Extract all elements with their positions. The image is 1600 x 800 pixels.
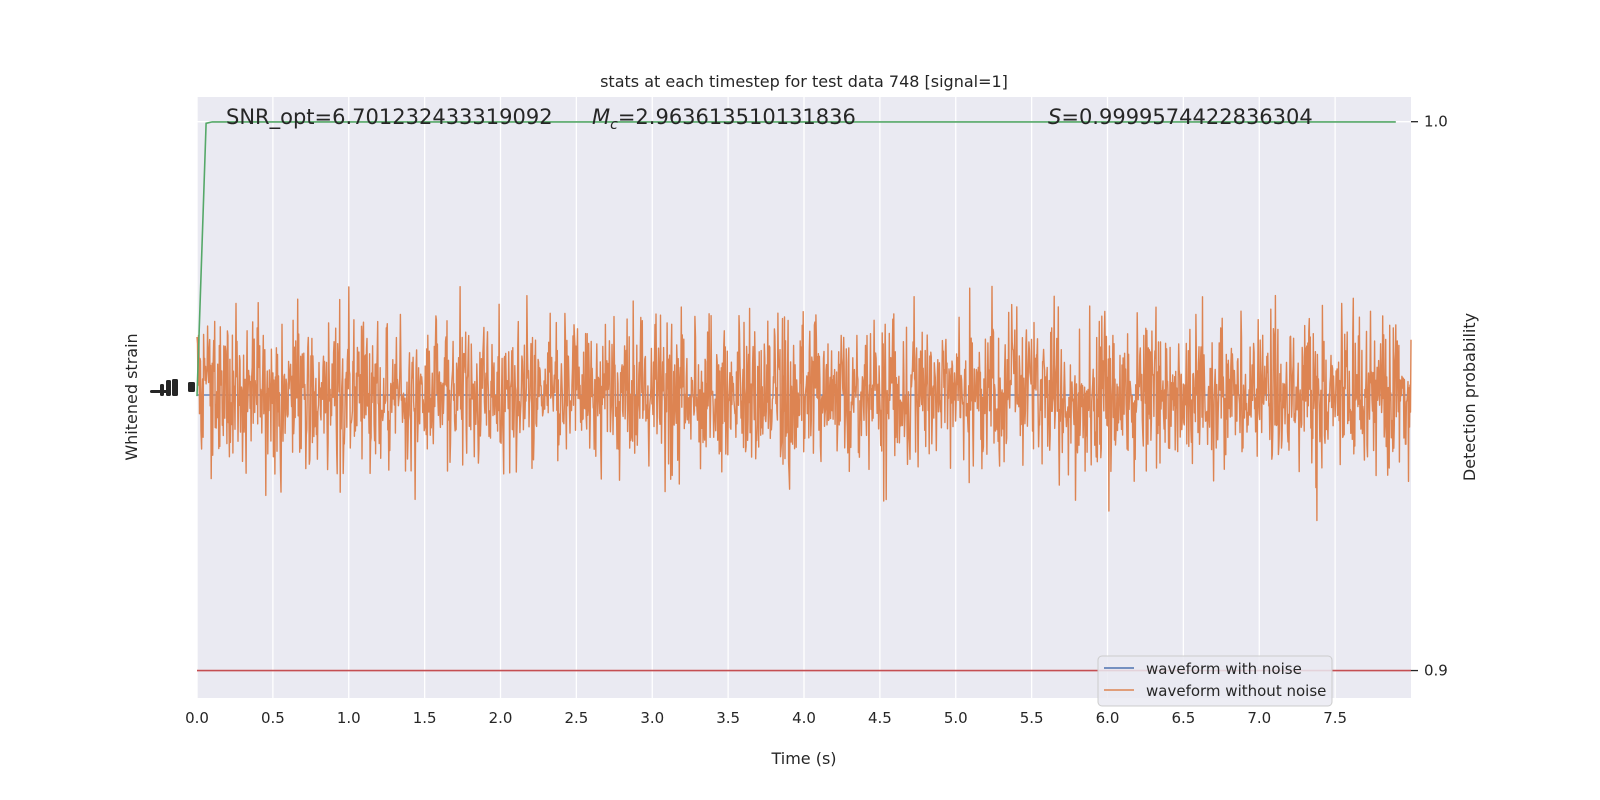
left-axis-label: Whitened strain (122, 333, 141, 460)
detection-probability-line (196, 121, 1396, 397)
x-tick-label: 3.0 (640, 709, 664, 727)
x-tick-label: 7.0 (1247, 709, 1271, 727)
strain-series (196, 285, 1412, 522)
x-tick-label: 2.5 (564, 709, 588, 727)
x-axis-label: Time (s) (770, 749, 836, 768)
x-tick-label: 4.0 (792, 709, 816, 727)
right-axis-ticks: 1.0 0.9 (1411, 113, 1448, 680)
x-tick-label: 2.0 (489, 709, 513, 727)
left-axis-tick-cluster (150, 379, 195, 396)
x-tick-label: 1.0 (337, 709, 361, 727)
x-axis-ticks: 0.0 0.5 1.0 1.5 2.0 2.5 3.0 3.5 4.0 4.5 5.0 5.5 6.0 6… (185, 709, 1347, 727)
legend-box (1097, 655, 1333, 707)
score-symbol: S (1048, 105, 1061, 129)
y-tick-label: 0.9 (1424, 662, 1448, 680)
left-tick-mark (160, 384, 164, 396)
chirp-mass-annotation: Mc=2.963613510131836 (592, 105, 856, 133)
x-tick-label: 6.0 (1096, 709, 1120, 727)
chirp-mass-value: =2.963613510131836 (618, 105, 856, 129)
x-tick-label: 7.5 (1323, 709, 1347, 727)
left-tick-mark (172, 379, 178, 396)
left-tick-mark (166, 380, 171, 396)
snr-annotation: SNR_opt=6.701232433319092 (226, 105, 553, 130)
legend: waveform with noise waveform without noi… (1097, 655, 1333, 707)
x-tick-label: 1.5 (413, 709, 437, 727)
chart-title: stats at each timestep for test data 748… (600, 72, 1008, 91)
score-value: =0.9999574422836304 (1061, 105, 1312, 129)
x-tick-label: 6.5 (1171, 709, 1195, 727)
series-line-without-noise (196, 285, 1412, 522)
left-tick-mark (188, 382, 195, 392)
chirp-mass-subscript: c (610, 117, 618, 133)
y-tick-label: 1.0 (1424, 113, 1448, 131)
chirp-mass-symbol: M (592, 105, 610, 129)
x-tick-label: 5.0 (944, 709, 968, 727)
x-tick-label: 0.0 (185, 709, 209, 727)
score-annotation: S=0.9999574422836304 (1048, 105, 1313, 129)
x-tick-label: 5.5 (1020, 709, 1044, 727)
x-tick-label: 3.5 (716, 709, 740, 727)
legend-label-without-noise: waveform without noise (1146, 682, 1326, 700)
right-axis-label: Detection probability (1460, 313, 1479, 481)
x-tick-label: 4.5 (868, 709, 892, 727)
x-tick-label: 0.5 (261, 709, 285, 727)
legend-label-with-noise: waveform with noise (1146, 660, 1302, 678)
